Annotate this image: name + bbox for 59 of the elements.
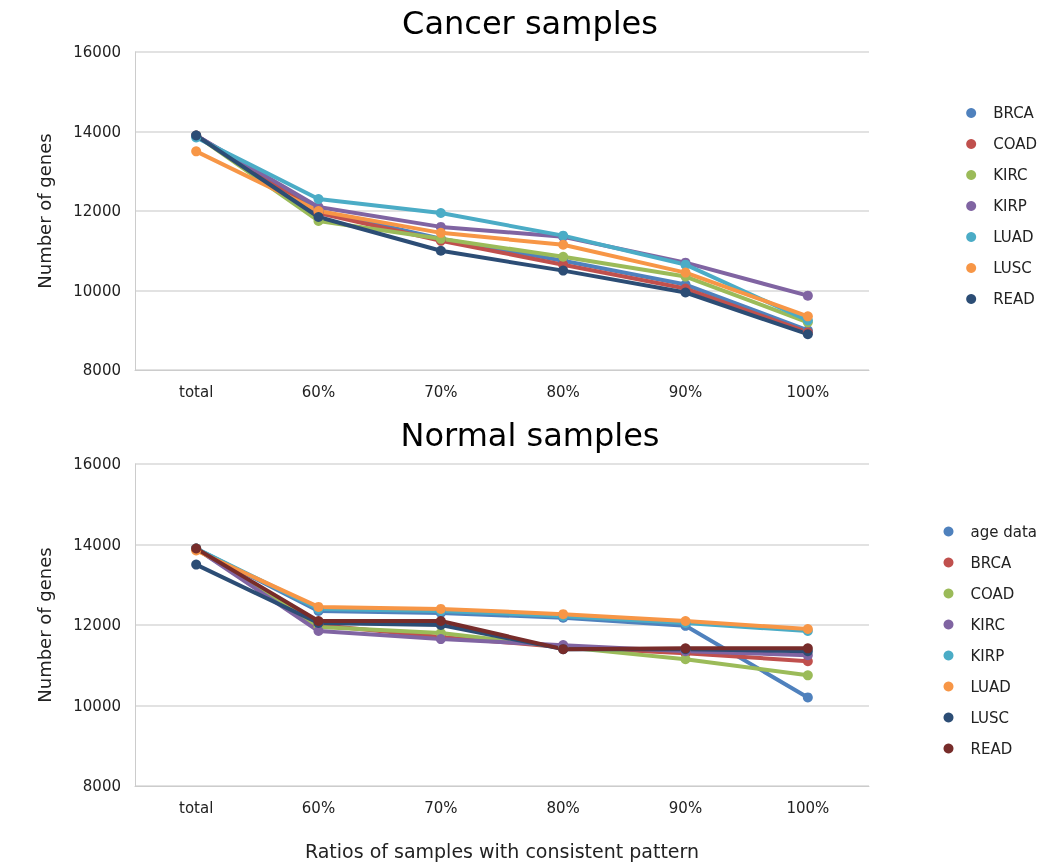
y-tick-label: 12000 xyxy=(73,616,121,634)
point xyxy=(558,239,569,250)
y-tick-label: 8000 xyxy=(82,777,121,795)
point xyxy=(802,692,813,703)
legend-label: BRCA xyxy=(993,104,1035,122)
x-tick-label: 60% xyxy=(301,382,336,401)
point xyxy=(802,290,813,301)
chart-title: Cancer samples xyxy=(402,4,658,42)
legend-label: BRCA xyxy=(970,553,1012,572)
legend-label: LUAD xyxy=(993,228,1034,246)
y-tick-label: 14000 xyxy=(73,535,121,554)
point xyxy=(313,194,324,205)
x-tick-label: 80% xyxy=(546,798,580,817)
point xyxy=(435,207,446,218)
x-tick-label: total xyxy=(179,382,214,401)
legend-label: KIRC xyxy=(970,615,1005,634)
legend-label: LUAD xyxy=(970,677,1011,696)
legend-label: LUSC xyxy=(970,708,1010,727)
legend-label: COAD xyxy=(970,584,1015,603)
point xyxy=(558,265,569,276)
x-tick-label: 90% xyxy=(668,798,703,817)
y-tick-label: 14000 xyxy=(73,122,121,141)
point xyxy=(680,287,691,298)
x-tick-label: 100% xyxy=(786,798,830,817)
point xyxy=(435,227,446,238)
point xyxy=(680,267,691,278)
y-tick-label: 10000 xyxy=(73,281,121,300)
chart-title: Normal samples xyxy=(400,416,660,454)
y-tick-label: 16000 xyxy=(73,43,121,61)
legend-label: age data xyxy=(970,522,1037,541)
point xyxy=(191,559,202,570)
legend-label: KIRP xyxy=(993,197,1027,215)
legend-label: KIRP xyxy=(970,646,1005,665)
y-tick-label: 8000 xyxy=(82,361,121,379)
point xyxy=(191,146,202,157)
point xyxy=(435,245,446,256)
x-tick-label: 70% xyxy=(424,798,458,817)
point xyxy=(435,615,446,626)
y-tick-label: 12000 xyxy=(73,202,121,220)
point xyxy=(313,211,324,222)
legend-label: READ xyxy=(970,739,1013,758)
y-axis-title: Number of genes xyxy=(33,133,55,289)
x-tick-label: 100% xyxy=(786,382,830,401)
legend-label: COAD xyxy=(993,135,1037,153)
x-tick-label: total xyxy=(179,798,214,817)
y-tick-label: 16000 xyxy=(73,455,121,473)
point xyxy=(558,251,569,262)
point xyxy=(802,670,813,681)
legend-label: LUSC xyxy=(993,259,1032,277)
x-tick-label: 60% xyxy=(301,798,336,817)
legend-label: READ xyxy=(993,290,1035,308)
legend-label: KIRC xyxy=(993,166,1028,184)
y-axis-title: Number of genes xyxy=(33,547,55,703)
point xyxy=(802,311,813,322)
x-tick-label: 90% xyxy=(668,382,703,401)
x-axis-title: Ratios of samples with consistent pattern xyxy=(304,839,700,862)
y-tick-label: 10000 xyxy=(73,696,121,715)
x-tick-label: 70% xyxy=(424,382,458,401)
x-tick-label: 80% xyxy=(546,382,580,401)
